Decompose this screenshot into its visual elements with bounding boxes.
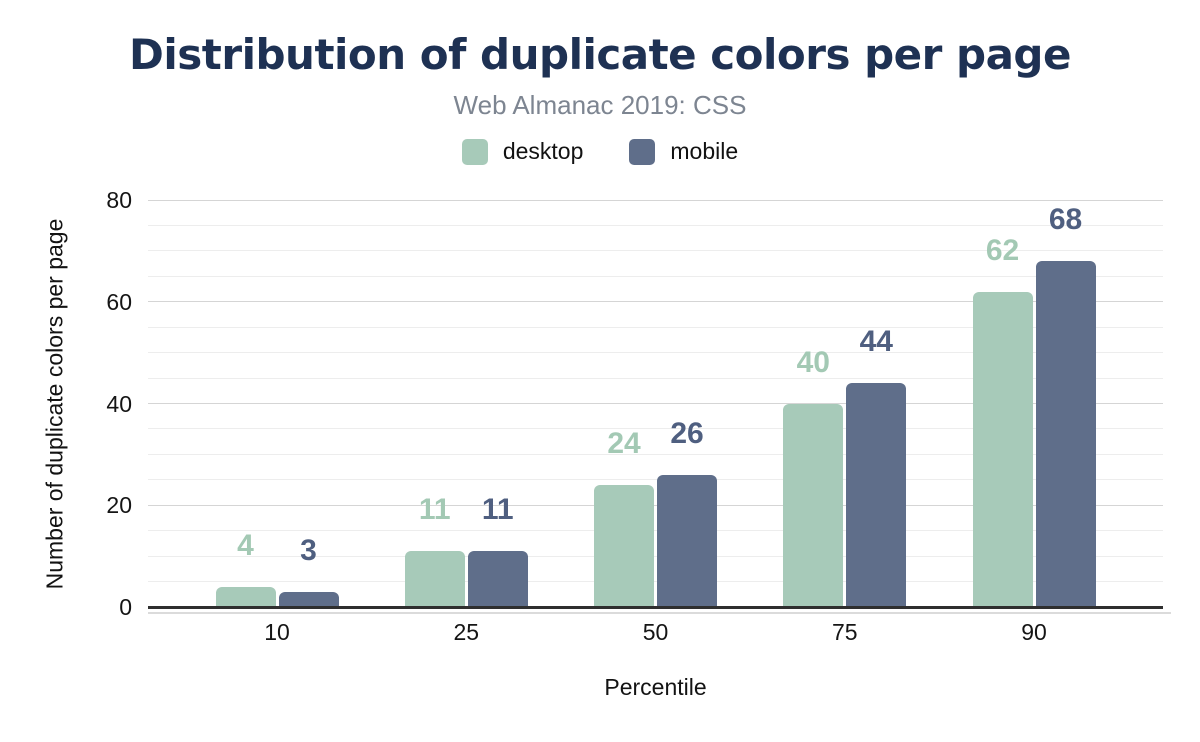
gridline-y-5 <box>148 581 1163 583</box>
x-tick-75: 75 <box>831 619 858 645</box>
y-axis-title: Number of duplicate colors per page <box>41 218 68 590</box>
bar-desktop-p10 <box>215 586 276 607</box>
chart-title: Distribution of duplicate colors per pag… <box>129 30 1071 79</box>
x-tick-90: 90 <box>1021 619 1047 645</box>
bar-label-mobile-p25: 11 <box>481 493 514 527</box>
gridline-y-60 <box>148 301 1163 303</box>
gridline-y-20 <box>148 504 1163 506</box>
x-axis-line <box>148 606 1163 609</box>
y-tick-40: 40 <box>106 390 132 417</box>
bar-label-desktop-p90: 62 <box>985 233 1020 267</box>
bar-mobile-p75 <box>846 383 907 607</box>
gridline-y-70 <box>148 250 1163 252</box>
plot-area: 0 20 40 60 80 10 4 3 25 11 11 50 24 26 75 40 44 90 62 68 <box>106 187 1171 645</box>
bar-mobile-p10 <box>278 591 339 607</box>
legend-swatch-mobile <box>629 138 656 165</box>
bar-label-mobile-p10: 3 <box>300 533 317 567</box>
legend-label-desktop: desktop <box>502 138 584 164</box>
gridline-y-75 <box>148 224 1163 226</box>
x-axis-title: Percentile <box>604 674 707 700</box>
bar-mobile-p50 <box>657 474 717 607</box>
gridline-y-10 <box>148 555 1163 557</box>
gridline-y-50 <box>148 352 1163 354</box>
bar-label-mobile-p50: 26 <box>670 416 704 450</box>
gridline-y-30 <box>148 453 1163 455</box>
y-tick-80: 80 <box>106 187 132 213</box>
gridline-y-65 <box>148 275 1163 277</box>
gridline-y-25 <box>148 479 1163 481</box>
y-tick-0: 0 <box>119 594 132 620</box>
x-tick-50: 50 <box>642 619 669 645</box>
bar-mobile-p25 <box>467 551 528 607</box>
chart-subtitle: Web Almanac 2019: CSS <box>453 90 747 120</box>
bar-label-desktop-p10: 4 <box>237 528 254 562</box>
bar-mobile-p90 <box>1035 261 1096 607</box>
bar-desktop-p50 <box>594 484 654 607</box>
x-tick-25: 25 <box>453 619 480 645</box>
gridline-y-80 <box>148 199 1163 201</box>
legend-swatch-desktop <box>461 138 488 165</box>
legend: desktop mobile <box>0 138 1200 165</box>
legend-item-desktop: desktop <box>461 138 584 165</box>
gridline-y-45 <box>148 377 1163 379</box>
legend-label-mobile: mobile <box>670 138 739 164</box>
gridline-y-15 <box>148 530 1163 532</box>
gridline-y-35 <box>148 428 1163 430</box>
bar-desktop-p75 <box>783 403 844 607</box>
y-tick-20: 20 <box>106 492 132 519</box>
legend-item-mobile: mobile <box>629 138 738 165</box>
bar-label-mobile-p75: 44 <box>859 325 893 359</box>
bar-label-desktop-p25: 11 <box>418 493 451 527</box>
bar-label-desktop-p75: 40 <box>796 345 830 379</box>
bar-desktop-p90 <box>972 291 1033 607</box>
bar-label-desktop-p50: 24 <box>607 426 641 460</box>
bar-desktop-p25 <box>404 551 465 607</box>
y-tick-60: 60 <box>106 288 132 315</box>
gridline-y-40 <box>148 403 1163 404</box>
gridline-y-55 <box>148 326 1163 328</box>
x-axis-shadow <box>148 612 1171 614</box>
bar-label-mobile-p90: 68 <box>1048 203 1083 237</box>
x-tick-10: 10 <box>264 619 290 645</box>
